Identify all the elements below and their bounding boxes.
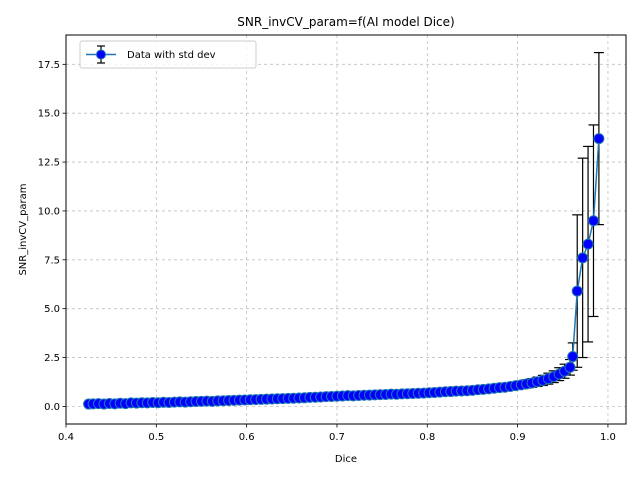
axis-ticks: 0.4 0.5 0.6 0.7 0.8 0.9 1.0 0.0 2.5 5.0 7.5 10.0 12.… bbox=[38, 60, 616, 443]
plot-frame bbox=[65, 34, 627, 425]
y-tick-label: 7.5 bbox=[44, 255, 60, 266]
data-point bbox=[564, 361, 576, 373]
y-tick-label: 5.0 bbox=[44, 304, 60, 315]
legend: Data with std dev bbox=[79, 40, 257, 69]
x-tick-label: 0.4 bbox=[58, 432, 74, 443]
x-tick-label: 0.6 bbox=[239, 432, 255, 443]
data-layer bbox=[83, 51, 605, 410]
legend-label: Data with std dev bbox=[127, 50, 216, 61]
x-axis-label: Dice bbox=[335, 454, 357, 465]
y-tick-label: 12.5 bbox=[38, 158, 60, 169]
x-tick-label: 0.8 bbox=[419, 432, 435, 443]
x-tick-label: 1.0 bbox=[600, 432, 616, 443]
y-tick-label: 17.5 bbox=[38, 60, 60, 71]
y-tick-label: 2.5 bbox=[44, 353, 60, 364]
y-tick-label: 10.0 bbox=[38, 206, 60, 217]
chart-title: SNR_invCV_param=f(AI model Dice) bbox=[237, 15, 454, 29]
y-tick-label: 15.0 bbox=[38, 109, 60, 120]
data-point bbox=[593, 133, 605, 145]
data-point bbox=[577, 252, 589, 264]
x-tick-label: 0.5 bbox=[148, 432, 164, 443]
y-axis-label: SNR_invCV_param bbox=[18, 183, 29, 275]
data-point bbox=[582, 238, 594, 250]
data-point bbox=[587, 215, 599, 227]
legend-marker-sample bbox=[96, 49, 106, 60]
x-tick-label: 0.7 bbox=[329, 432, 345, 443]
x-tick-label: 0.9 bbox=[510, 432, 526, 443]
legend-box bbox=[79, 40, 257, 69]
data-point bbox=[567, 351, 579, 363]
y-tick-label: 0.0 bbox=[44, 402, 60, 413]
data-point bbox=[571, 285, 583, 297]
